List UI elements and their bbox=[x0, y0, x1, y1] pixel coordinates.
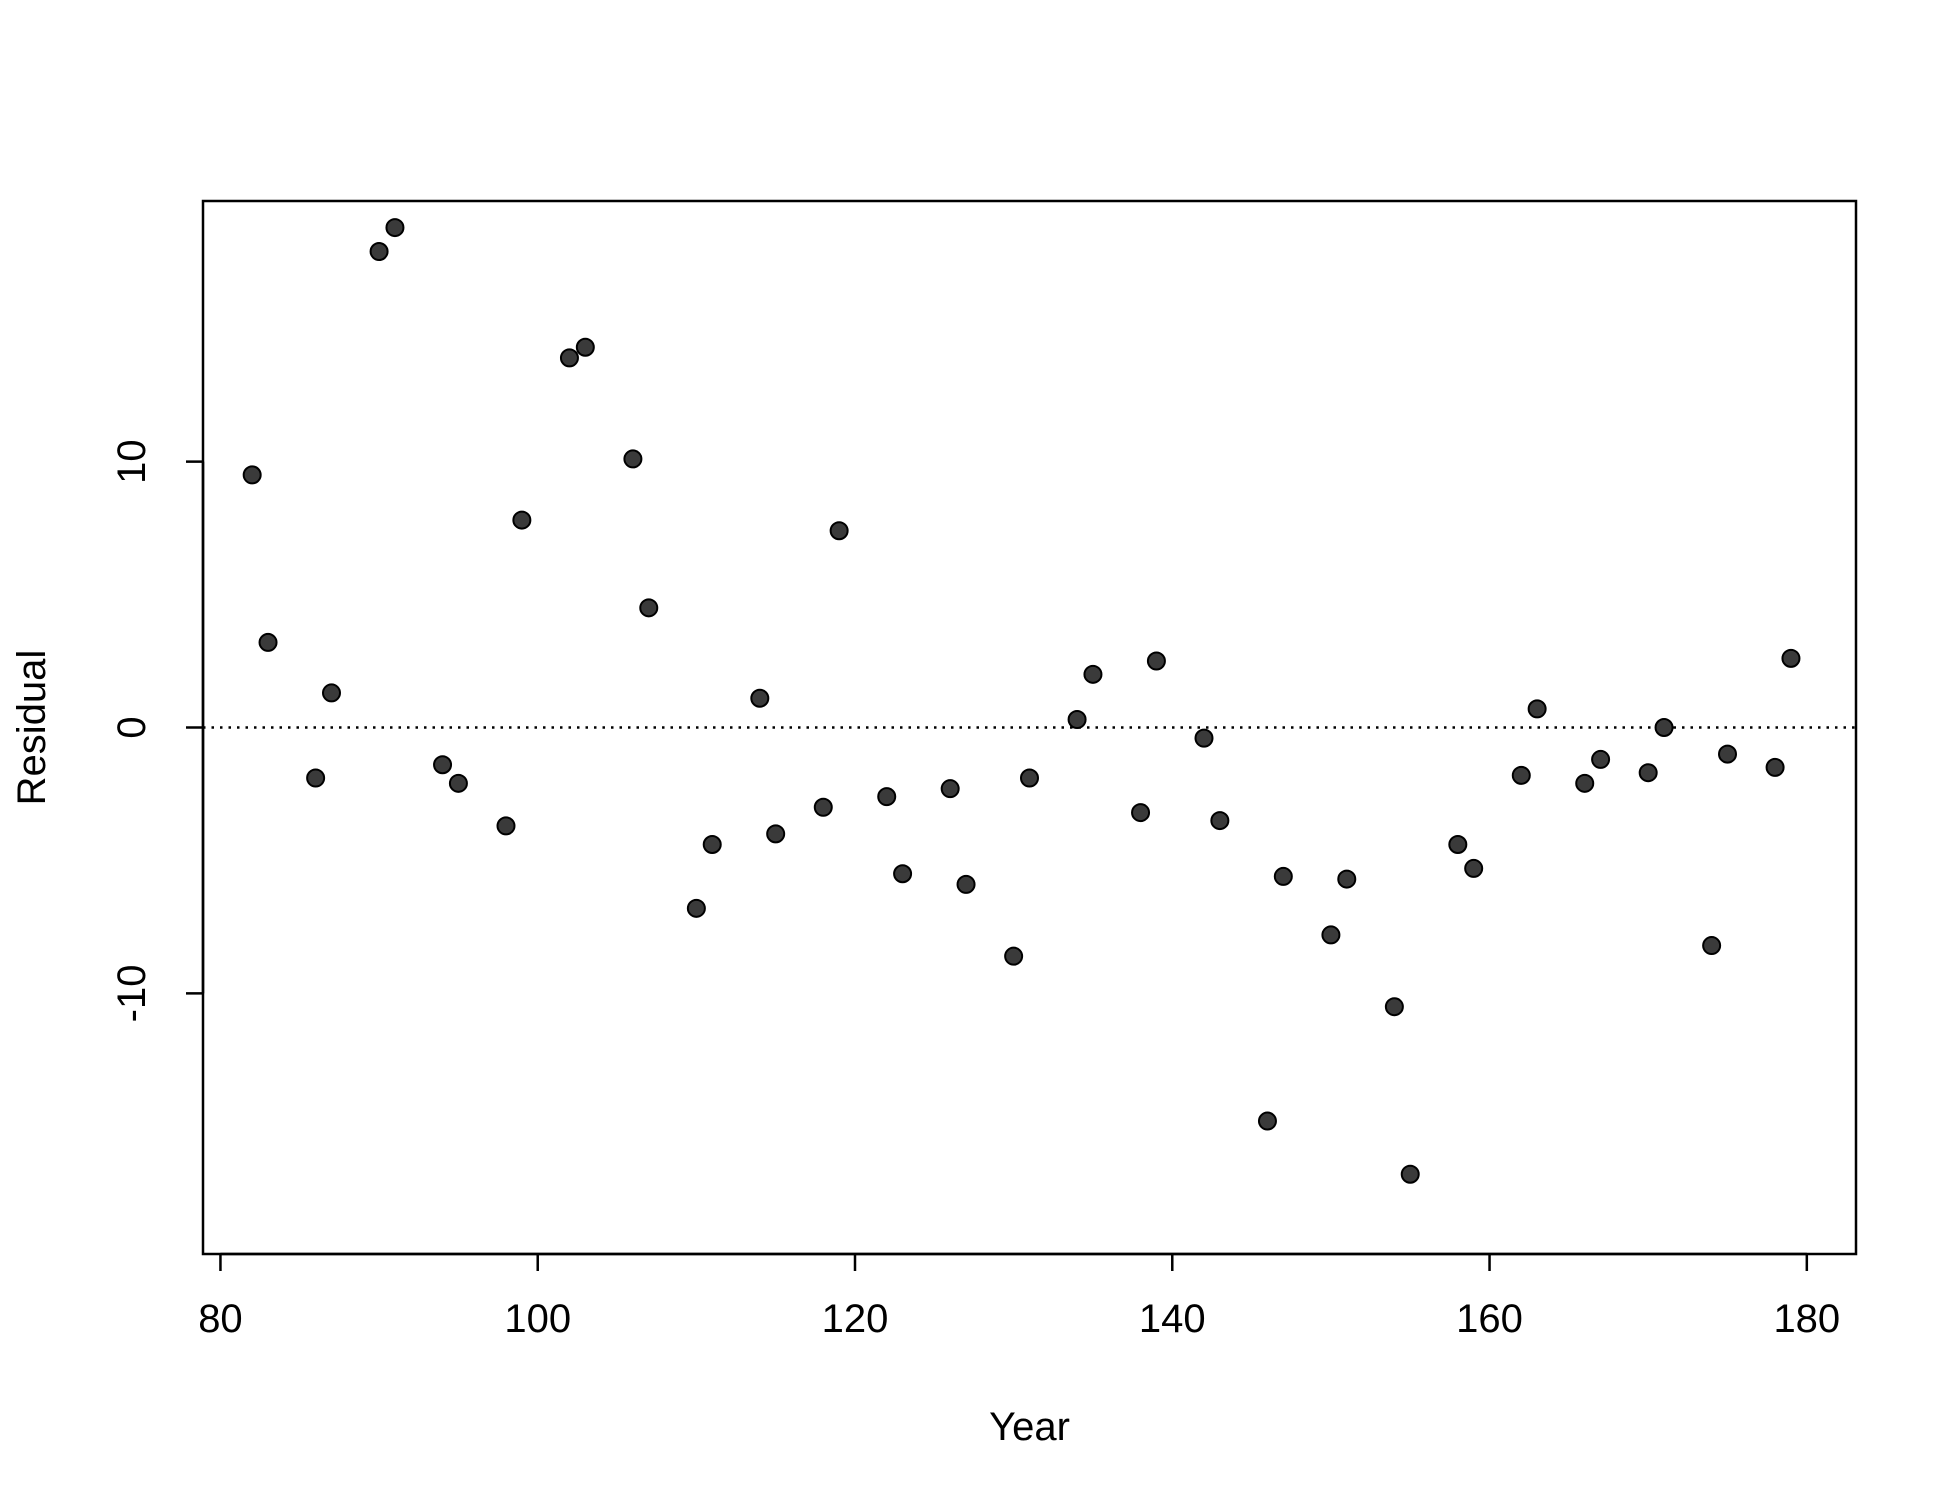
x-tick-label: 180 bbox=[1773, 1297, 1840, 1341]
x-tick-label: 100 bbox=[504, 1297, 571, 1341]
data-point bbox=[1020, 768, 1039, 788]
x-tick-label: 120 bbox=[822, 1297, 889, 1341]
data-point bbox=[1337, 869, 1357, 889]
data-point bbox=[1131, 803, 1151, 823]
data-point bbox=[575, 337, 595, 357]
data-point bbox=[1654, 718, 1674, 737]
data-point bbox=[385, 218, 405, 238]
data-point bbox=[1591, 749, 1611, 769]
data-point bbox=[448, 773, 468, 793]
data-point bbox=[1464, 858, 1484, 878]
data-point bbox=[1083, 664, 1103, 684]
data-point bbox=[559, 348, 579, 368]
data-points bbox=[242, 218, 1801, 1184]
data-point bbox=[1004, 946, 1024, 966]
data-point bbox=[1702, 936, 1722, 956]
data-point bbox=[766, 824, 786, 844]
data-point bbox=[1194, 728, 1214, 748]
y-tick-label: -10 bbox=[110, 965, 154, 1023]
data-point bbox=[940, 779, 960, 799]
data-point bbox=[1527, 699, 1547, 719]
data-point bbox=[1511, 765, 1531, 785]
data-point bbox=[369, 242, 389, 262]
data-point bbox=[1067, 710, 1087, 730]
data-point bbox=[512, 510, 532, 530]
data-point bbox=[623, 449, 643, 469]
x-tick-label: 160 bbox=[1456, 1297, 1523, 1341]
data-point bbox=[1718, 744, 1738, 764]
data-point bbox=[1638, 763, 1658, 783]
data-point bbox=[702, 835, 722, 854]
y-tick-label: 10 bbox=[110, 439, 154, 484]
data-point bbox=[1273, 866, 1293, 886]
y-tick-label: 0 bbox=[110, 716, 154, 738]
data-point bbox=[306, 768, 326, 788]
data-point bbox=[1575, 773, 1595, 793]
data-point bbox=[1384, 997, 1404, 1017]
data-point bbox=[1257, 1111, 1277, 1131]
data-point bbox=[813, 797, 833, 817]
data-point bbox=[877, 787, 897, 807]
data-point bbox=[750, 688, 770, 708]
y-axis: -10 0 10 bbox=[110, 439, 205, 1023]
data-point bbox=[639, 598, 659, 618]
data-point bbox=[829, 521, 849, 541]
data-point bbox=[1146, 651, 1166, 671]
data-point bbox=[433, 755, 453, 775]
data-point bbox=[1321, 925, 1341, 945]
data-point bbox=[1210, 811, 1230, 831]
x-tick-label: 80 bbox=[198, 1297, 243, 1341]
y-axis-label: Residual bbox=[10, 650, 54, 806]
data-point bbox=[893, 864, 913, 884]
data-point bbox=[1448, 835, 1468, 854]
data-point bbox=[321, 683, 341, 703]
x-axis: 80 100 120 140 160 180 bbox=[198, 1252, 1840, 1341]
data-point bbox=[1781, 648, 1801, 668]
data-point bbox=[1765, 757, 1785, 777]
data-point bbox=[1400, 1164, 1420, 1184]
data-point bbox=[496, 816, 516, 836]
x-tick-label: 140 bbox=[1139, 1297, 1206, 1341]
data-point bbox=[686, 898, 706, 918]
x-axis-label: Year bbox=[989, 1405, 1070, 1449]
data-point bbox=[242, 465, 262, 485]
data-point bbox=[258, 632, 278, 652]
data-point bbox=[956, 874, 976, 894]
